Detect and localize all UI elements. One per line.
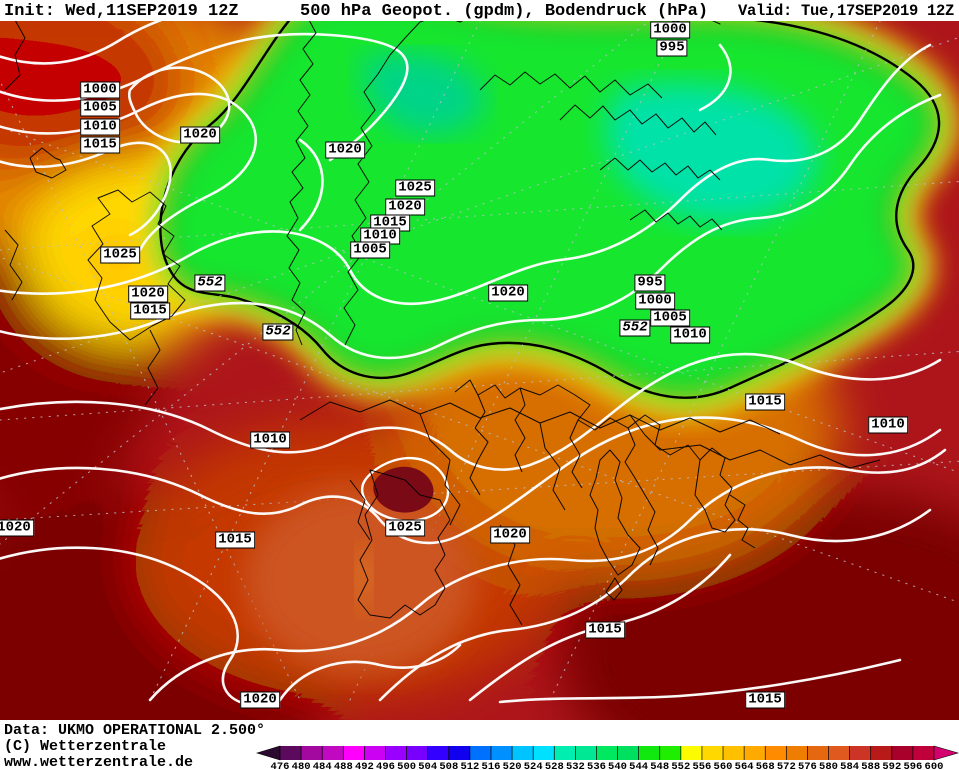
svg-text:520: 520 (503, 761, 522, 770)
svg-text:544: 544 (629, 761, 648, 770)
svg-text:476: 476 (271, 761, 290, 770)
svg-text:524: 524 (524, 761, 543, 770)
svg-text:540: 540 (608, 761, 627, 770)
svg-text:496: 496 (376, 761, 395, 770)
svg-text:508: 508 (439, 761, 458, 770)
svg-text:596: 596 (903, 761, 922, 770)
svg-text:480: 480 (292, 761, 311, 770)
svg-text:592: 592 (882, 761, 901, 770)
svg-text:492: 492 (355, 761, 374, 770)
svg-text:532: 532 (566, 761, 585, 770)
svg-text:552: 552 (671, 761, 690, 770)
svg-text:584: 584 (840, 761, 859, 770)
svg-text:512: 512 (460, 761, 479, 770)
svg-text:500: 500 (397, 761, 416, 770)
svg-text:564: 564 (735, 761, 754, 770)
svg-text:536: 536 (587, 761, 606, 770)
svg-text:516: 516 (482, 761, 501, 770)
svg-text:588: 588 (861, 761, 880, 770)
svg-text:528: 528 (545, 761, 564, 770)
svg-text:488: 488 (334, 761, 353, 770)
svg-text:548: 548 (650, 761, 669, 770)
svg-text:568: 568 (756, 761, 775, 770)
svg-text:576: 576 (798, 761, 817, 770)
svg-text:600: 600 (925, 761, 944, 770)
svg-text:560: 560 (714, 761, 733, 770)
svg-text:484: 484 (313, 761, 332, 770)
svg-text:580: 580 (819, 761, 838, 770)
svg-text:572: 572 (777, 761, 796, 770)
svg-text:556: 556 (692, 761, 711, 770)
svg-text:504: 504 (418, 761, 437, 770)
